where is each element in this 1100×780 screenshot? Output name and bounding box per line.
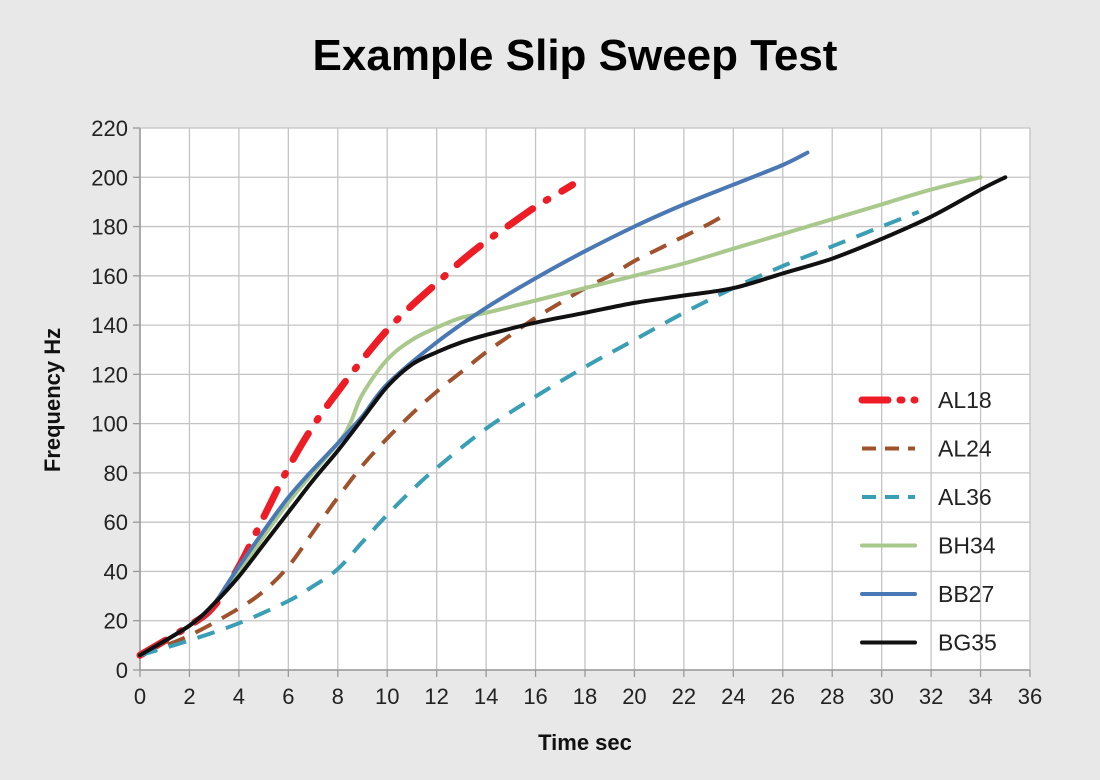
x-tick-label: 10 (375, 684, 399, 709)
y-tick-label: 200 (91, 165, 128, 190)
y-tick-label: 40 (104, 559, 128, 584)
series-line-bb27 (138, 150, 810, 658)
x-tick-label: 12 (424, 684, 448, 709)
legend-label-bh34: BH34 (938, 533, 996, 559)
y-tick-label: 120 (91, 362, 128, 387)
x-tick-label: 18 (573, 684, 597, 709)
series-line-al24 (139, 212, 727, 658)
y-tick-label: 80 (104, 461, 128, 486)
legend-label-bg35: BG35 (938, 630, 997, 656)
x-tick-label: 16 (523, 684, 547, 709)
x-tick-label: 36 (1018, 684, 1042, 709)
x-tick-label: 20 (622, 684, 646, 709)
legend-label-al36: AL36 (938, 484, 992, 510)
x-tick-label: 4 (233, 684, 245, 709)
x-tick-label: 0 (134, 684, 146, 709)
series-layer (136, 150, 1008, 659)
series-line-bh34 (138, 175, 983, 658)
x-tick-label: 32 (919, 684, 943, 709)
legend-label-al18: AL18 (938, 387, 992, 413)
x-tick-label: 2 (183, 684, 195, 709)
y-tick-label: 20 (104, 609, 128, 634)
chart-title: Example Slip Sweep Test (313, 31, 838, 80)
x-tick-label: 14 (474, 684, 498, 709)
x-tick-label: 34 (968, 684, 992, 709)
series-line-al36 (139, 209, 920, 658)
legend-label-al24: AL24 (938, 436, 992, 462)
x-tick-label: 24 (721, 684, 745, 709)
y-axis-label: Frequency Hz (40, 328, 65, 472)
x-tick-label: 30 (869, 684, 893, 709)
x-tick-label: 26 (771, 684, 795, 709)
legend: AL18 AL24 AL36 BH34 BB27 BG35 (858, 387, 997, 656)
x-tick-label: 28 (820, 684, 844, 709)
x-axis-label: Time sec (538, 730, 632, 755)
grid-layer (139, 127, 1031, 671)
y-tick-label: 140 (91, 313, 128, 338)
y-tick-label: 60 (104, 510, 128, 535)
y-tick-label: 220 (91, 116, 128, 141)
y-tick-label: 100 (91, 412, 128, 437)
x-tick-label: 6 (282, 684, 294, 709)
series-line-bg35 (138, 175, 1008, 658)
x-tick-label: 8 (332, 684, 344, 709)
legend-label-bb27: BB27 (938, 581, 994, 607)
y-tick-label: 160 (91, 264, 128, 289)
axis-layer: 0 2 4 6 8 10 12 14 16 18 20 22 24 26 28 30 32 34 360204060… (91, 116, 1042, 709)
y-tick-label: 180 (91, 215, 128, 240)
x-tick-label: 22 (672, 684, 696, 709)
y-tick-label: 0 (116, 658, 128, 683)
